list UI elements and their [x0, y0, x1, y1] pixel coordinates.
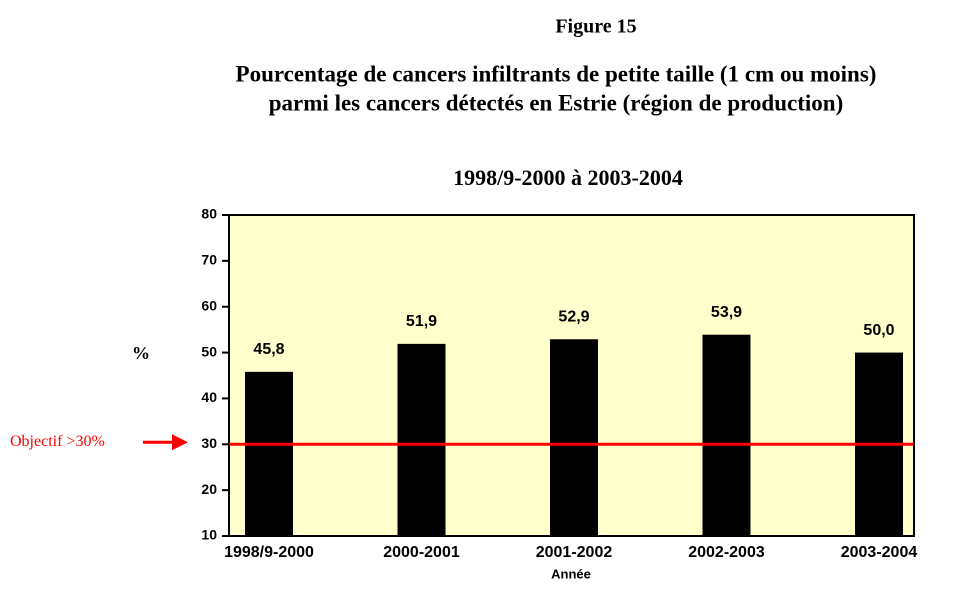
figure-label: Figure 15	[555, 16, 636, 38]
y-tick-label: 70	[201, 252, 217, 268]
x-tick-label: 2003-2004	[841, 544, 918, 561]
y-tick-label: 80	[201, 206, 217, 222]
bar	[245, 371, 293, 536]
data-label: 51,9	[406, 313, 437, 330]
x-tick-label: 2001-2002	[536, 544, 613, 561]
bar	[702, 334, 751, 536]
chart-title: parmi les cancers détectés en Estrie (ré…	[269, 90, 843, 115]
y-tick-label: 40	[201, 389, 217, 405]
y-tick-label: 50	[201, 343, 217, 359]
y-tick-label: 20	[201, 481, 217, 497]
bar	[550, 339, 598, 536]
chart-title: Pourcentage de cancers infiltrants de pe…	[236, 61, 877, 86]
data-label: 53,9	[711, 304, 742, 321]
x-tick-label: 2000-2001	[383, 544, 460, 561]
y-tick-label: 30	[201, 435, 217, 451]
chart-subtitle: 1998/9-2000 à 2003-2004	[453, 165, 683, 190]
data-label: 45,8	[253, 341, 284, 358]
x-tick-label: 1998/9-2000	[224, 544, 314, 561]
data-label: 50,0	[863, 322, 894, 339]
x-tick-label: 2002-2003	[688, 544, 765, 561]
bar	[397, 343, 446, 536]
y-tick-label: 10	[201, 527, 217, 543]
target-arrowhead	[172, 434, 188, 451]
x-axis-label: Année	[551, 566, 591, 581]
target-label: Objectif >30%	[10, 433, 105, 450]
y-axis-label: %	[132, 343, 150, 363]
data-label: 52,9	[558, 308, 589, 325]
plot-border	[228, 214, 915, 537]
y-tick-label: 60	[201, 297, 217, 313]
